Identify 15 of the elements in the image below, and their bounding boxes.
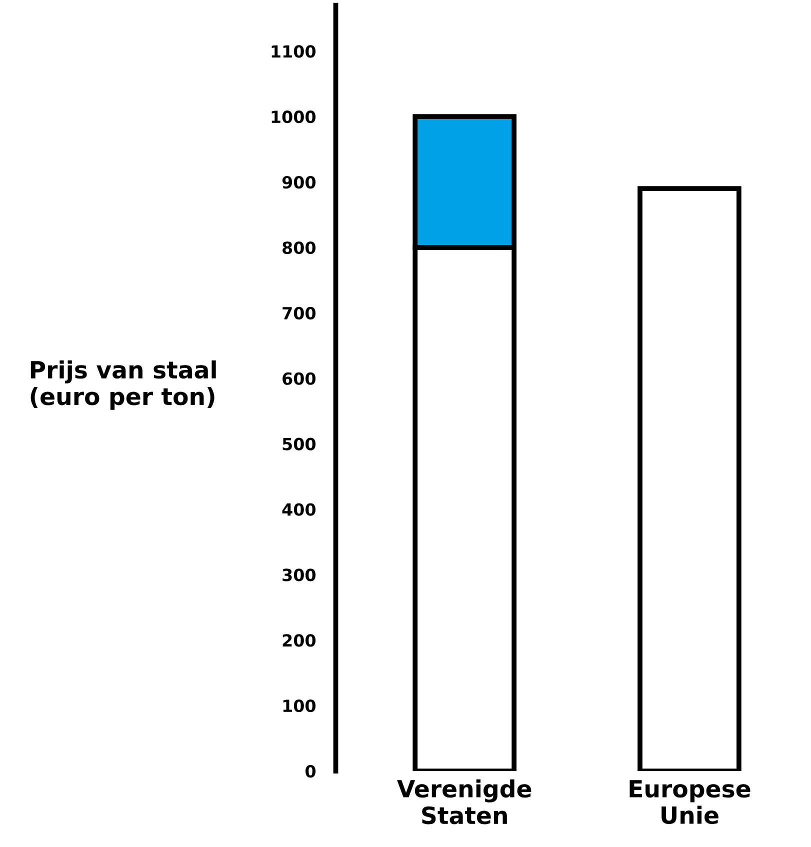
y-tick-label: 100 <box>283 700 316 712</box>
y-tick-label: 800 <box>282 241 316 254</box>
y-tick-label: 900 <box>282 176 316 189</box>
y-tick-label: 700 <box>282 306 316 320</box>
x-tick-label: Verenigde Staten <box>397 779 532 824</box>
y-tick-label: 400 <box>282 503 316 516</box>
x-tick-label: Europese Unie <box>630 780 750 824</box>
y-tick-label: 1000 <box>272 110 316 124</box>
y-axis-title: Prijs van staal (euro per ton) <box>30 360 216 410</box>
y-tick-label: 200 <box>282 634 316 647</box>
y-tick-label: 600 <box>282 372 316 385</box>
y-tick-label: 1100 <box>272 45 316 58</box>
y-tick-label: 500 <box>282 438 316 450</box>
y-tick-label: 300 <box>282 568 316 582</box>
y-tick-label: 0 <box>306 764 316 778</box>
